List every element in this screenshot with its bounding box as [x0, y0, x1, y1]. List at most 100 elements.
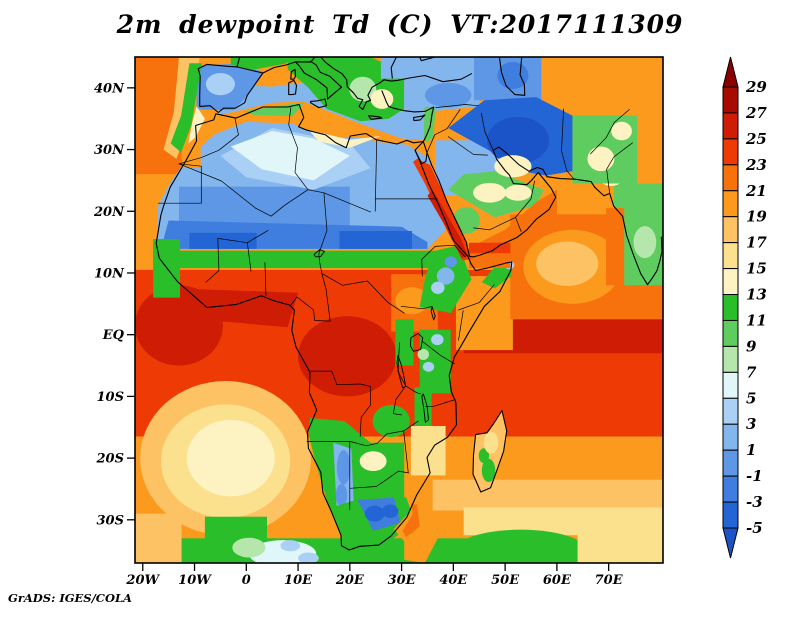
field-region-iberia-pale	[205, 73, 235, 96]
lon-axis-label: 50E	[491, 573, 520, 588]
field-region-namibia-mblue-1	[336, 450, 351, 485]
colorbar: 29 27 25 23 21 19 17 15 13 11 9 7 5 3 1 -1 -3 -5	[722, 56, 767, 559]
axes: 40N 30N 20N 10N EQ 10S 20S 30S 20W 10W 0 10E 20E 30E 4…	[93, 81, 624, 588]
colorbar-segment	[722, 345, 739, 373]
country-border	[434, 244, 466, 258]
coastline	[390, 57, 397, 79]
colorbar-segment	[722, 397, 739, 425]
coastline	[309, 98, 328, 109]
basemap-lines	[155, 57, 663, 551]
coastline	[426, 149, 557, 258]
colorbar-segment	[722, 216, 739, 244]
coastline	[197, 63, 264, 114]
colorbar-label: -5	[746, 519, 763, 537]
coastline	[290, 68, 297, 80]
coastline	[498, 57, 526, 96]
field-region-iran-core-deepest	[487, 116, 550, 164]
field-region-ethiopia-mblue	[444, 256, 457, 268]
field-region-sahel-deep-east	[339, 231, 412, 249]
field-region-black-sea-blue	[380, 57, 495, 79]
colorbar-label: 5	[746, 389, 756, 407]
colorbar-label: 11	[746, 311, 767, 329]
country-border	[421, 340, 455, 365]
field-region-sw-corner-amber	[135, 513, 182, 563]
lat-axis-label: 30N	[94, 143, 125, 158]
field-region-sahel-green-band	[153, 250, 462, 269]
lake-outline	[421, 393, 429, 423]
coastline	[288, 79, 298, 96]
country-border	[480, 112, 494, 151]
field-region-agulhas-orange	[404, 526, 438, 563]
country-border	[458, 284, 495, 311]
colorbar-label: 19	[746, 208, 767, 226]
colorbar-segment	[722, 423, 739, 451]
country-border	[310, 370, 371, 437]
field-region-red-sea-core	[427, 189, 468, 259]
colorbar-label: 3	[746, 415, 756, 433]
colorbar-label: 17	[746, 234, 767, 252]
country-border	[421, 246, 436, 277]
country-border	[349, 470, 409, 489]
country-border	[376, 420, 419, 444]
coastline	[594, 186, 663, 286]
field-region-ethiopia-blue-2	[431, 281, 445, 294]
field-region-greece-pale-green	[349, 76, 377, 102]
country-border	[264, 262, 267, 296]
attribution-text: GrADS: IGES/COLA	[8, 591, 132, 605]
country-border	[561, 108, 575, 180]
lat-axis-label: 20S	[96, 452, 124, 467]
field-region-india-pale	[633, 226, 657, 259]
coastline	[367, 115, 383, 120]
country-border	[306, 441, 378, 447]
colorbar-segment	[722, 86, 739, 114]
field-region-pak-cream-1	[587, 146, 615, 172]
field-region-s-ocean-pgreen	[232, 537, 266, 558]
field-region-botswana-cream	[359, 451, 387, 472]
lake-outline	[396, 355, 407, 389]
coastline	[412, 114, 426, 122]
country-border	[405, 385, 422, 395]
coastline	[320, 57, 385, 111]
colorbar-label: 25	[745, 130, 767, 148]
field-region-mozambique-pale	[410, 426, 446, 476]
country-border	[458, 310, 464, 341]
lon-axis-label: 30E	[388, 573, 417, 588]
field-region-ssudan-amber	[395, 287, 429, 315]
coastline	[419, 57, 436, 62]
field-region-somalia-ne-green	[481, 263, 512, 289]
field-region-s-ocean-green-bump	[204, 516, 267, 542]
field-region-se-corner-pale	[577, 529, 663, 563]
colorbar-label: 9	[746, 337, 757, 355]
country-border	[205, 238, 220, 283]
lon-axis-label: 10E	[284, 573, 313, 588]
lat-axis-label: EQ	[102, 328, 125, 343]
field-region-arabia-south-orange	[466, 189, 557, 258]
colorbar-label: 23	[745, 156, 767, 174]
field-region-congo-dark-red	[298, 316, 397, 397]
lat-axis-label: 10N	[94, 266, 125, 281]
country-border	[321, 273, 405, 314]
lake-outline	[430, 306, 436, 321]
field-region-arabia-cream-2	[504, 184, 532, 201]
lon-axis-label: 40E	[439, 573, 468, 588]
colorbar-label: 13	[746, 286, 767, 304]
coastline	[262, 57, 316, 74]
field-region-madagascar-green-2	[478, 448, 490, 464]
lon-axis-label: 20E	[335, 573, 365, 588]
lat-axis-label: 20N	[93, 205, 125, 220]
coastline	[383, 73, 473, 83]
country-border	[217, 230, 269, 244]
field-region-ne-atlantic-green-ribbon	[170, 63, 202, 153]
field-region-arabian-sea-light	[536, 241, 599, 286]
colorbar-label: 29	[745, 78, 767, 96]
lon-axis-label: 70E	[595, 573, 624, 588]
field-region-gulf-aden-red	[468, 253, 511, 269]
country-border	[374, 139, 378, 212]
field-region-s-indian-lamber	[432, 479, 663, 511]
field-region-s-ocean-blue-1	[280, 540, 301, 552]
colorbar-segment	[722, 190, 739, 218]
colorbar-segment	[722, 242, 739, 270]
colorbar-segment	[722, 319, 739, 347]
field-region-rift-west-green	[395, 319, 414, 366]
